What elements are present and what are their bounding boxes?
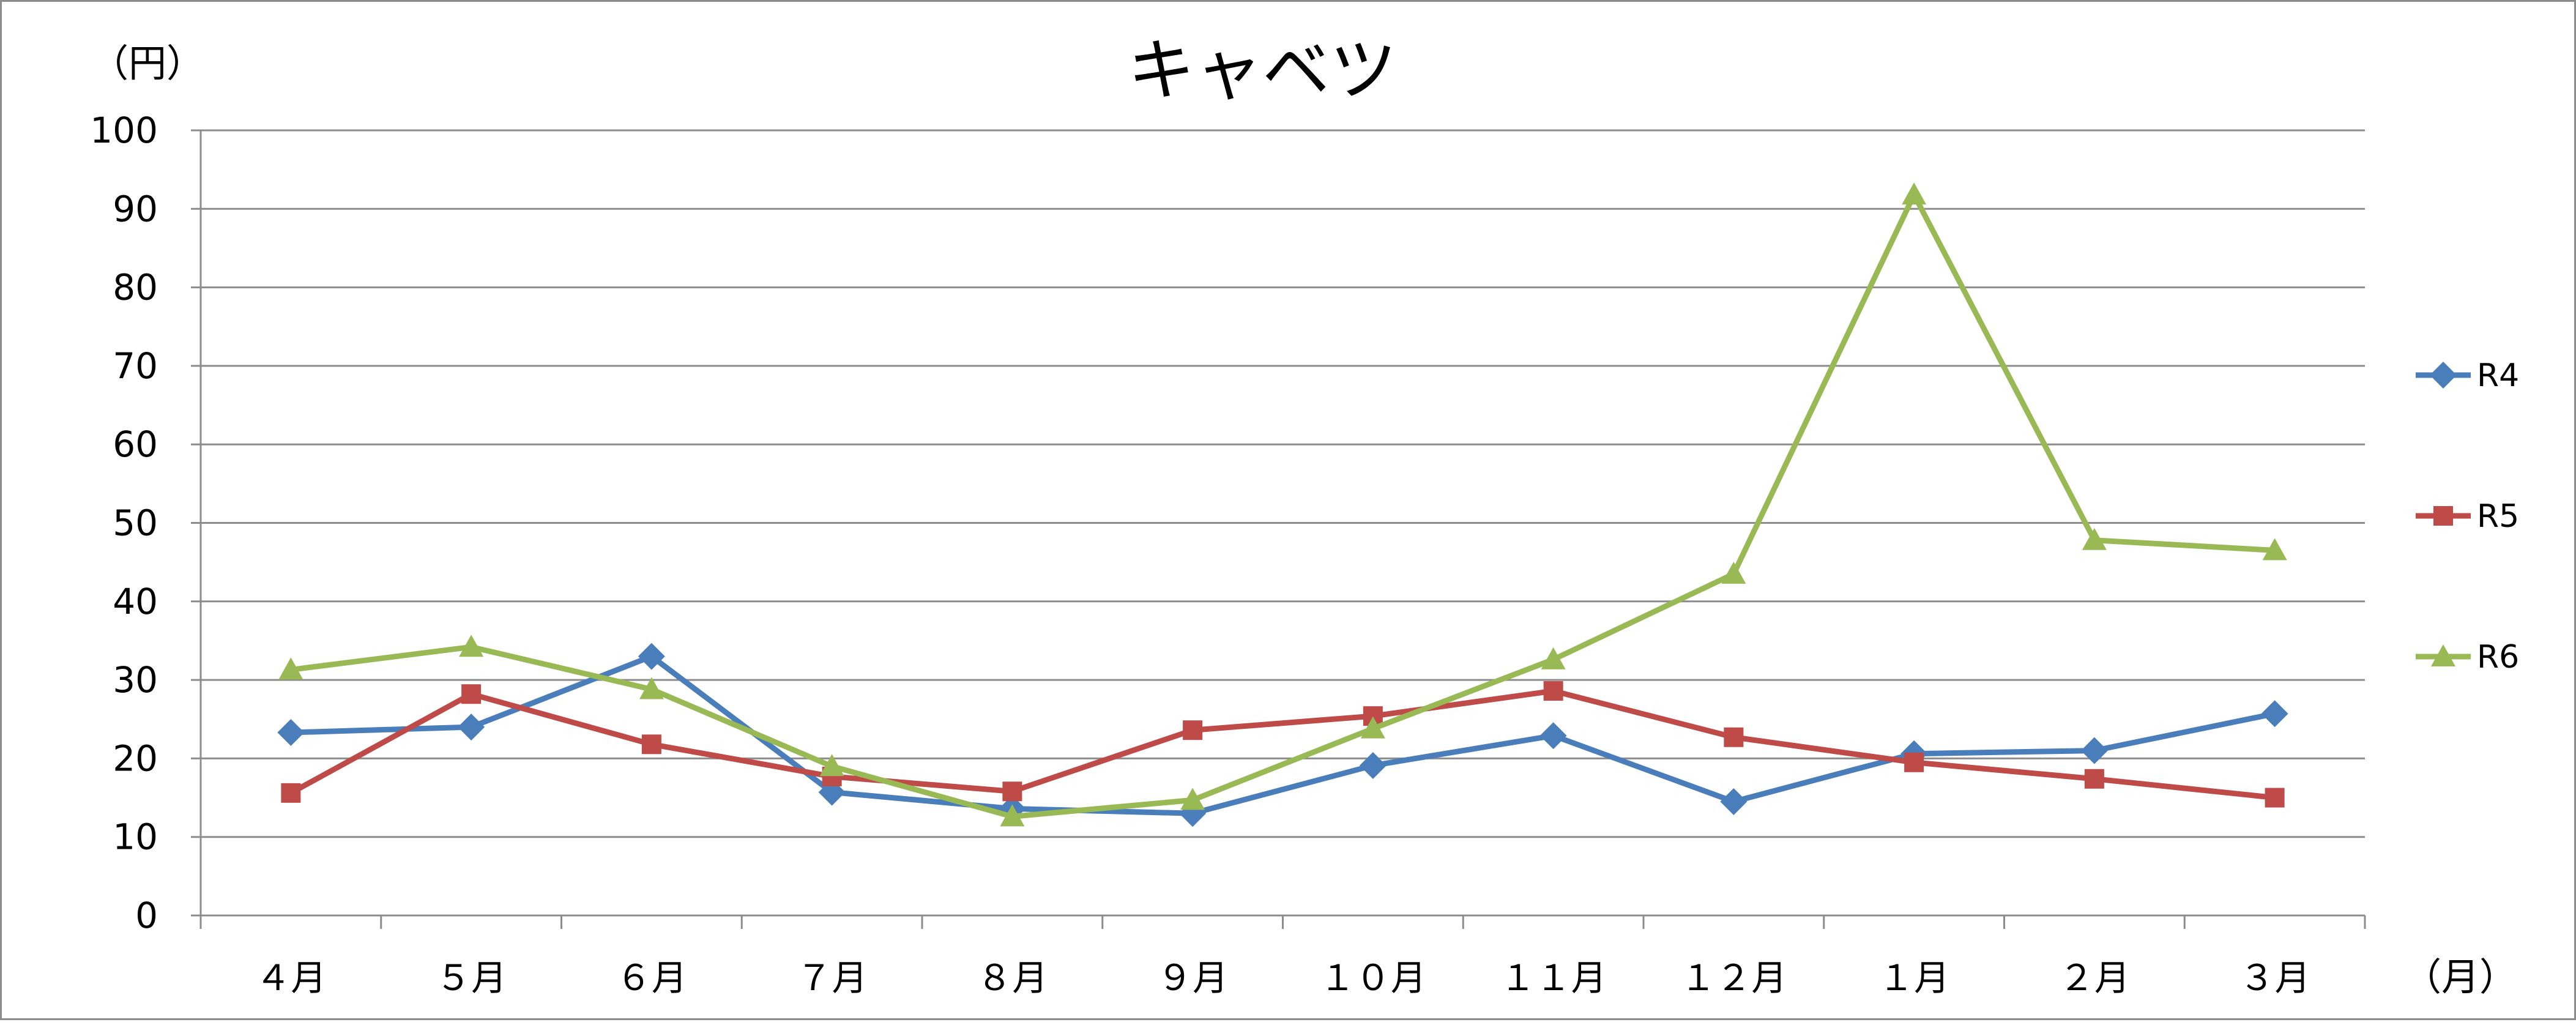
y-tick-label: 50: [113, 502, 158, 544]
data-point-r4: [1720, 788, 1748, 815]
y-tick-label: 80: [113, 267, 158, 308]
legend-marker-r6: [2431, 644, 2455, 666]
data-point-r5: [461, 684, 482, 704]
data-point-r6: [1180, 788, 1205, 810]
y-tick-label: 100: [90, 110, 158, 151]
legend-label-r6: R6: [2477, 639, 2519, 676]
x-tick-label: ６月: [616, 957, 687, 999]
series-line-r5: [288, 688, 2278, 801]
data-point-r4: [1539, 722, 1567, 750]
y-tick-label: 20: [113, 737, 158, 779]
data-point-r6: [459, 635, 484, 657]
x-tick-label: ７月: [797, 957, 868, 999]
x-axis-unit-label: （月）: [2403, 955, 2517, 999]
data-point-r6: [1721, 561, 1746, 584]
legend-marker-r5: [2433, 506, 2453, 526]
data-point-r4: [638, 643, 665, 670]
data-point-r4: [1359, 751, 1387, 779]
x-tick-label: ９月: [1157, 957, 1228, 999]
x-tick-label: ３月: [2239, 957, 2310, 999]
data-point-r5: [1183, 720, 1203, 740]
x-tick-label: １０月: [1320, 957, 1426, 999]
y-tick-label: 40: [113, 581, 158, 622]
series-line-r6: [288, 192, 2278, 819]
data-point-r4: [2080, 737, 2108, 764]
series-r5: [281, 681, 2285, 808]
legend: R4 R5 R6: [2416, 357, 2519, 676]
chart-title: キャベツ: [1128, 31, 1397, 110]
y-tick-label: 70: [113, 345, 158, 387]
y-tick-label: 90: [113, 188, 158, 229]
y-tick-label: 60: [113, 423, 158, 465]
x-tick-label: ５月: [436, 957, 507, 999]
gridlines: [191, 129, 2365, 838]
legend-label-r5: R5: [2477, 498, 2519, 535]
series-r6: [278, 182, 2287, 827]
data-point-r5: [641, 734, 661, 755]
axes: [191, 130, 2366, 929]
y-tick-label: 30: [113, 659, 158, 701]
y-tick-label: 0: [135, 895, 158, 936]
data-point-r6: [1000, 804, 1025, 827]
x-tick-label: ８月: [977, 957, 1048, 999]
data-point-r6: [2262, 538, 2287, 561]
data-point-r6: [2082, 527, 2107, 550]
x-tick-label: １２月: [1680, 957, 1787, 999]
data-point-r5: [2265, 788, 2285, 808]
data-point-r6: [639, 677, 664, 699]
series-lines: [277, 182, 2288, 827]
data-point-r5: [1002, 781, 1022, 802]
x-tick-label: １月: [1878, 957, 1949, 999]
series-line-r4: [288, 654, 2278, 816]
data-point-r6: [278, 657, 303, 680]
x-tick-label: ４月: [255, 957, 326, 999]
legend-item-r4: R4: [2416, 357, 2519, 394]
legend-item-r5: R5: [2416, 498, 2519, 535]
data-point-r5: [1724, 727, 1744, 747]
data-point-r5: [281, 783, 301, 803]
data-point-r5: [1904, 752, 1924, 772]
data-point-r4: [458, 714, 485, 741]
y-tick-label: 10: [113, 816, 158, 858]
data-point-r5: [2084, 769, 2104, 789]
data-point-r6: [1541, 647, 1566, 669]
data-point-r6: [1360, 716, 1385, 739]
legend-marker-r4: [2430, 362, 2457, 389]
series-r4: [277, 643, 2288, 827]
legend-label-r4: R4: [2477, 357, 2519, 394]
data-point-r6: [819, 754, 844, 777]
x-axis-ticks: ４月 ５月 ６月 ７月 ８月 ９月 １０月 １１月 １２月 １月 ２月 ３月: [255, 957, 2310, 999]
legend-item-r6: R6: [2416, 639, 2519, 676]
data-point-r4: [277, 719, 305, 747]
data-point-r6: [1902, 182, 1927, 205]
y-axis-unit-label: （円）: [91, 41, 204, 86]
x-tick-label: １１月: [1500, 957, 1607, 999]
data-point-r5: [1543, 681, 1563, 701]
data-point-r4: [2261, 700, 2288, 728]
x-tick-label: ２月: [2059, 957, 2130, 999]
y-axis-ticks: 0 10 20 30 40 50 60 70 80 90 100: [90, 110, 158, 936]
